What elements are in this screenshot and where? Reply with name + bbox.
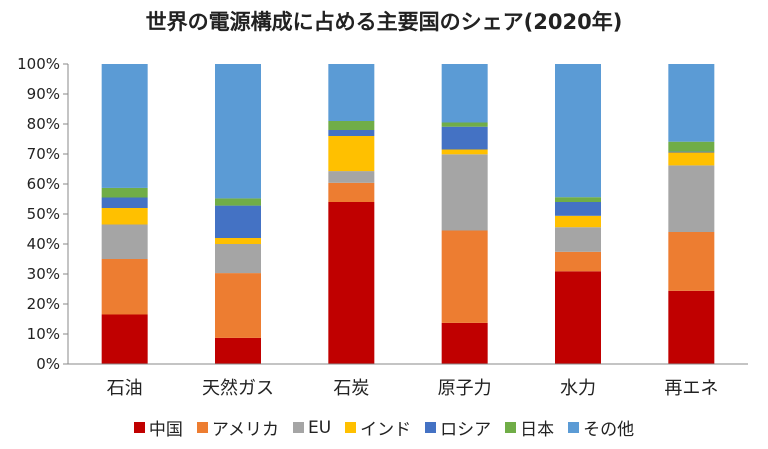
chart-title: 世界の電源構成に占める主要国のシェア(2020年) (145, 10, 623, 34)
legend-swatch (425, 422, 437, 433)
bar-segment (328, 121, 375, 130)
bar-segment (101, 64, 148, 188)
x-category-label: 再エネ (664, 378, 718, 399)
legend-label: EU (307, 417, 332, 438)
bar-segment (668, 141, 715, 152)
bar-segment (215, 238, 261, 244)
legend-item: その他 (568, 415, 634, 440)
legend-item: 中国 (133, 415, 183, 440)
legend-swatch (196, 422, 208, 433)
x-category-label: 石炭 (333, 378, 369, 399)
y-tick-label: 50% (27, 205, 60, 223)
bar-segment (668, 290, 715, 364)
bar-segment (101, 259, 148, 315)
bar-segment (555, 197, 601, 202)
legend-label: アメリカ (211, 420, 279, 440)
bar-segment (328, 136, 375, 172)
bar-segment (555, 64, 601, 198)
bar-segment (101, 224, 148, 259)
x-category-label: 石油 (107, 378, 143, 399)
legend-item: 日本 (505, 415, 554, 440)
y-tick-label: 40% (27, 235, 60, 253)
legend-label: その他 (583, 420, 635, 440)
legend-swatch (133, 422, 145, 433)
y-tick-label: 90% (27, 85, 60, 103)
legend-item: インド (345, 415, 411, 440)
y-tick-label: 30% (27, 265, 60, 283)
legend-label: 中国 (148, 420, 183, 440)
bar-segment (101, 187, 148, 198)
y-tick-label: 0% (36, 355, 60, 373)
y-tick-label: 80% (27, 115, 60, 133)
y-tick-label: 10% (27, 325, 60, 343)
bar-segment (215, 205, 261, 238)
bar-segment (441, 154, 488, 231)
legend-swatch (292, 422, 304, 433)
bar-segment (668, 151, 715, 153)
bar-segment (441, 149, 488, 155)
bar-segment (441, 126, 488, 150)
bar-segment (328, 130, 375, 136)
x-category-label: 原子力 (438, 378, 492, 399)
legend-item: アメリカ (196, 415, 279, 440)
legend-swatch (568, 422, 580, 433)
legend-label: 日本 (520, 420, 555, 440)
bar-segment (215, 273, 261, 338)
bar-segment (441, 64, 488, 123)
bar-segment (328, 182, 375, 202)
bar-segment (555, 227, 601, 252)
bar-segment (328, 64, 375, 121)
x-category-label: 水力 (560, 378, 596, 399)
bar-segment (215, 337, 261, 364)
y-tick-label: 20% (27, 295, 60, 313)
y-tick-label: 60% (27, 175, 60, 193)
legend: 中国 アメリカ EU インド ロシア 日本 その他 (0, 415, 768, 440)
bar-segment (328, 202, 375, 364)
bar-segment (101, 208, 148, 225)
y-tick-label: 70% (27, 145, 60, 163)
legend-label: ロシア (440, 420, 492, 440)
bar-segment (555, 271, 601, 364)
bar-segment (101, 197, 148, 208)
y-tick-label: 100% (17, 55, 60, 73)
bar-segment (441, 322, 488, 364)
bar-segment (668, 152, 715, 166)
legend-label: インド (360, 420, 412, 440)
bar-segment (215, 198, 261, 206)
legend-item: EU (292, 415, 332, 440)
bar-segment (215, 244, 261, 274)
bar-segment (555, 251, 601, 272)
bar-segment (101, 314, 148, 364)
bar-segment (555, 202, 601, 216)
bar-segment (441, 122, 488, 127)
bar-segment (668, 232, 715, 291)
bar-segment (441, 230, 488, 323)
legend-item: ロシア (425, 415, 491, 440)
bar-segment (668, 165, 715, 232)
x-category-label: 天然ガス (202, 378, 274, 399)
bar-segment (555, 215, 601, 228)
bar-segment (215, 64, 261, 199)
legend-swatch (505, 422, 517, 433)
bar-segment (328, 171, 375, 183)
legend-swatch (345, 422, 357, 433)
bar-segment (668, 64, 715, 142)
